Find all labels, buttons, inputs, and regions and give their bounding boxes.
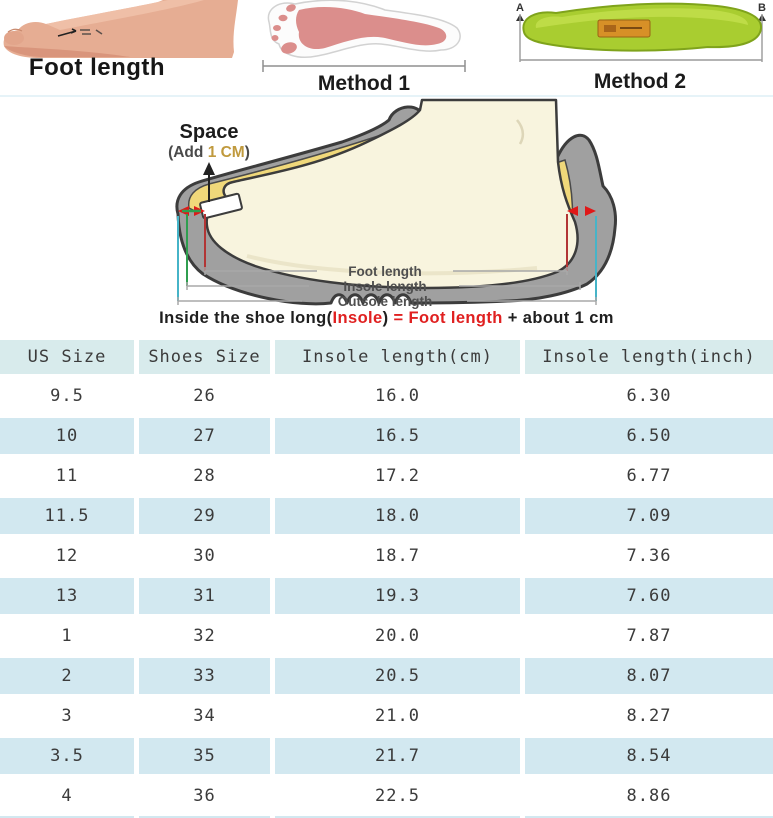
table-row: 4 36 22.5 8.86: [0, 776, 773, 816]
formula-part2: ): [382, 309, 394, 327]
insole-inch-cell: 6.50: [525, 416, 773, 456]
insole-cm-cell: 16.5: [275, 416, 525, 456]
insole-brand-label: [597, 19, 651, 38]
us-size-cell: 13: [0, 576, 139, 616]
size-table-header-row: US Size Shoes Size Insole length(cm) Ins…: [0, 340, 773, 376]
point-a-label: A: [516, 2, 524, 14]
insole-inch-cell: 7.60: [525, 576, 773, 616]
header-shoes-size: Shoes Size: [139, 340, 275, 376]
insole-cm-cell: 20.5: [275, 656, 525, 696]
us-size-cell: 11.5: [0, 496, 139, 536]
header-insole-cm: Insole length(cm): [275, 340, 525, 376]
us-size-cell: 10: [0, 416, 139, 456]
shoes-size-cell: 27: [139, 416, 275, 456]
formula-foot-length: Foot length: [408, 309, 503, 327]
table-row: 10 27 16.5 6.50: [0, 416, 773, 456]
formula-part1: Inside the shoe long(: [159, 309, 333, 327]
insole-cm-cell: 16.0: [275, 376, 525, 416]
insole-cm-cell: 20.0: [275, 616, 525, 656]
us-size-cell: 3: [0, 696, 139, 736]
shoes-size-cell: 31: [139, 576, 275, 616]
method1-measure-line: [262, 60, 466, 72]
method2-measure-line: [519, 14, 763, 62]
foot-side-photo: [3, 0, 239, 58]
outsole-length-line-label: Outsole length: [338, 294, 433, 309]
foot-silhouette: [3, 0, 239, 58]
insole-cm-cell: 22.5: [275, 776, 525, 816]
formula-insole: Insole: [332, 309, 383, 327]
insole-inch-cell: 6.77: [626, 466, 672, 486]
formula-part3: + about 1 cm: [502, 309, 614, 327]
insole-cm-cell: 21.7: [275, 736, 525, 776]
us-size-cell: 2: [0, 656, 139, 696]
shoes-size-cell: 26: [139, 376, 275, 416]
foot-photo-label: Foot length: [28, 54, 166, 81]
insole-inch-cell: 8.27: [626, 706, 672, 726]
header-insole-inch: Insole length(inch): [525, 340, 773, 376]
point-b-label: B: [758, 2, 766, 14]
method1-footprint-figure: Method 1: [262, 0, 466, 95]
space-add-prefix: (Add: [168, 144, 208, 161]
footprint-toes: [271, 4, 297, 54]
us-size-cell: 1: [0, 616, 139, 656]
table-row: 13 31 19.3 7.60: [0, 576, 773, 616]
footprint-pad: [296, 7, 447, 50]
us-size-cell: 11: [0, 456, 139, 496]
us-size-cell: 12: [0, 536, 139, 576]
insole-inch-cell: 7.87: [626, 626, 672, 646]
space-add-value: 1 CM: [208, 144, 245, 161]
insole-inch-cell: 6.30: [626, 386, 672, 406]
table-row: 9.5 26 16.0 6.30: [0, 376, 773, 416]
size-table: US Size Shoes Size Insole length(cm) Ins…: [0, 340, 773, 818]
arrow-marking: [57, 28, 77, 37]
foot-length-line-label: Foot length: [348, 264, 421, 279]
insole-length-line-label: Insole length: [343, 279, 426, 294]
insole-cm-cell: 18.7: [275, 536, 525, 576]
table-row: 12 30 18.7 7.36: [0, 536, 773, 576]
method1-label: Method 1: [318, 72, 410, 95]
tattoo-marking: [80, 29, 103, 35]
table-row: 11.5 29 18.0 7.09: [0, 496, 773, 536]
shoes-size-cell: 32: [139, 616, 275, 656]
shoe-cross-section-diagram: Foot length Insole length Outsole length…: [168, 98, 617, 309]
shoes-size-cell: 28: [139, 456, 275, 496]
insole-formula-text: Inside the shoe long(Insole) = Foot leng…: [0, 309, 773, 328]
shoes-size-cell: 33: [139, 656, 275, 696]
table-row: 11 28 17.2 6.77: [0, 456, 773, 496]
insole-inch-cell: 8.54: [525, 736, 773, 776]
table-row: 3 34 21.0 8.27: [0, 696, 773, 736]
method2-insole-figure: A B Method 2: [516, 2, 766, 93]
reference-lines: [177, 214, 597, 301]
insole-inch-cell: 7.36: [626, 546, 672, 566]
svg-text:(Add 1 CM): (Add 1 CM): [168, 144, 250, 161]
us-size-cell: 9.5: [0, 376, 139, 416]
insole-inch-cell: 7.09: [525, 496, 773, 536]
table-row: 2 33 20.5 8.07: [0, 656, 773, 696]
section-divider: [0, 95, 773, 97]
insole-cm-cell: 17.2: [275, 456, 525, 496]
space-label: Space: [180, 121, 239, 143]
shoes-size-cell: 29: [139, 496, 275, 536]
insole-inch-cell: 8.07: [525, 656, 773, 696]
us-size-cell: 3.5: [0, 736, 139, 776]
insole-cm-cell: 19.3: [275, 576, 525, 616]
us-size-cell: 4: [0, 776, 139, 816]
measurement-lines: [177, 267, 597, 305]
insole-inch-cell: 8.86: [626, 786, 672, 806]
space-arrow: [203, 162, 215, 202]
method2-label: Method 2: [594, 70, 686, 93]
foot-inside-shoe: [205, 98, 579, 290]
shoes-size-cell: 30: [139, 536, 275, 576]
header-us-size: US Size: [0, 340, 139, 376]
formula-equals: =: [393, 309, 409, 327]
space-add-suffix: ): [245, 144, 250, 161]
insole-cm-cell: 21.0: [275, 696, 525, 736]
insole-cm-cell: 18.0: [275, 496, 525, 536]
table-row: 1 32 20.0 7.87: [0, 616, 773, 656]
table-row: 3.5 35 21.7 8.54: [0, 736, 773, 776]
shoes-size-cell: 34: [139, 696, 275, 736]
shoes-size-cell: 36: [139, 776, 275, 816]
shoes-size-cell: 35: [139, 736, 275, 776]
